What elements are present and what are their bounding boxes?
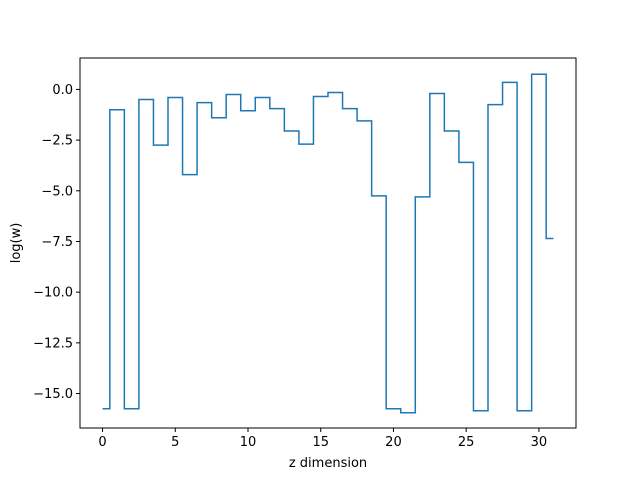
y-axis-label: log(w) — [9, 223, 24, 264]
series-step-line — [102, 73, 554, 414]
x-axis-ticks: 0 5 10 15 20 25 30 — [98, 428, 547, 450]
x-tick-label: 0 — [98, 435, 106, 450]
x-tick-label: 15 — [312, 435, 329, 450]
y-tick-label: −15.0 — [33, 387, 73, 402]
y-axis-ticks: 0.0 −2.5 −5.0 −7.5 −10.0 −12.5 −15.0 — [33, 83, 80, 402]
plot-area — [79, 57, 577, 429]
y-tick-label: −5.0 — [41, 184, 73, 199]
y-tick-label: 0.0 — [52, 83, 73, 98]
x-tick-label: 5 — [171, 435, 179, 450]
y-tick-label: −2.5 — [41, 134, 73, 149]
x-axis-label: z dimension — [289, 456, 367, 471]
x-tick-label: 10 — [240, 435, 257, 450]
x-tick-label: 20 — [385, 435, 402, 450]
y-tick-label: −7.5 — [41, 235, 73, 250]
x-tick-label: 30 — [531, 435, 548, 450]
x-tick-label: 25 — [458, 435, 475, 450]
y-tick-label: −10.0 — [33, 286, 73, 301]
y-tick-label: −12.5 — [33, 336, 73, 351]
